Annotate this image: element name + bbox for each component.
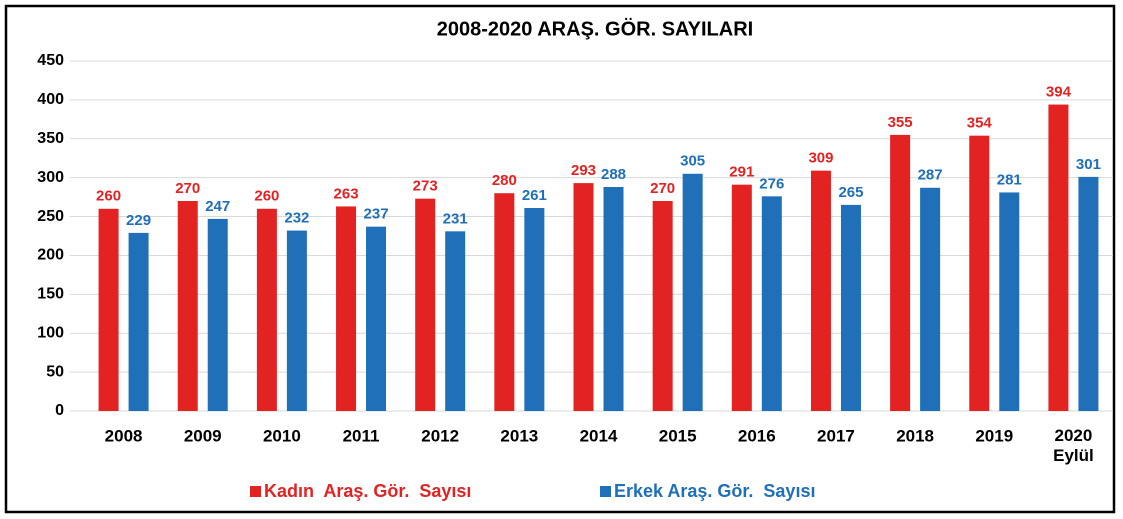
x-tick-label: 2015: [659, 426, 697, 445]
data-label: 261: [522, 187, 547, 204]
data-label: 270: [175, 180, 200, 197]
legend-swatch: [250, 486, 261, 497]
bar: [524, 208, 545, 411]
data-label: 288: [601, 166, 626, 183]
y-tick-label: 450: [37, 52, 64, 69]
data-label: 260: [254, 188, 279, 205]
x-tick-label: 2016: [738, 426, 776, 445]
data-label: 229: [126, 212, 151, 229]
data-label: 291: [729, 164, 754, 181]
y-tick-label: 50: [46, 363, 64, 380]
y-tick-label: 150: [37, 286, 64, 303]
y-tick-label: 100: [37, 324, 64, 341]
data-label: 260: [96, 188, 121, 205]
data-label: 231: [443, 210, 468, 227]
bar: [177, 201, 198, 411]
bar: [890, 134, 911, 411]
bar: [1048, 104, 1069, 412]
y-tick-label: 250: [37, 208, 64, 225]
bar: [603, 187, 624, 411]
bar: [366, 226, 387, 411]
x-tick-label: 2018: [896, 426, 934, 445]
bar: [494, 193, 515, 411]
x-tick-label: 2020 Eylül: [1053, 426, 1094, 465]
data-label: 281: [997, 171, 1022, 188]
x-tick-label: 2014: [580, 426, 618, 445]
data-label: 280: [492, 172, 517, 189]
bar: [1078, 176, 1099, 411]
x-tick-label: 2008: [105, 426, 143, 445]
bar: [286, 230, 307, 411]
bar: [128, 232, 149, 411]
legend-label: Kadın Araş. Gör. Sayısı: [264, 481, 471, 501]
bar: [810, 170, 831, 411]
x-tick-label: 2010: [263, 426, 301, 445]
data-label: 394: [1046, 84, 1072, 101]
bar: [840, 204, 861, 411]
bar: [652, 201, 673, 411]
data-label: 355: [888, 114, 913, 131]
y-tick-label: 0: [55, 402, 64, 419]
bar: [98, 208, 119, 411]
bar: [761, 196, 782, 411]
bar: [999, 192, 1020, 411]
data-label: 301: [1076, 156, 1101, 173]
chart-border: [4, 4, 1116, 514]
bar: [415, 198, 436, 411]
x-tick-label: 2009: [184, 426, 222, 445]
data-label: 305: [680, 153, 705, 170]
y-tick-label: 350: [37, 130, 64, 147]
data-label: 273: [413, 178, 438, 195]
data-label: 287: [918, 167, 943, 184]
bar: [573, 183, 594, 411]
legend-swatch: [600, 486, 611, 497]
data-label: 270: [650, 180, 675, 197]
bar: [731, 184, 752, 411]
x-tick-label: 2019: [975, 426, 1013, 445]
data-label: 293: [571, 162, 596, 179]
bar: [207, 218, 228, 411]
bar: [336, 206, 357, 411]
data-label: 247: [205, 198, 230, 215]
data-label: 309: [808, 150, 833, 167]
x-tick-label: 2017: [817, 426, 855, 445]
data-label: 237: [364, 206, 389, 223]
y-tick-label: 300: [37, 169, 64, 186]
bar: [682, 173, 703, 411]
data-label: 276: [759, 175, 784, 192]
bar: [256, 208, 277, 411]
x-tick-label: 2011: [343, 426, 380, 445]
y-tick-label: 200: [37, 247, 64, 264]
x-tick-label: 2013: [500, 426, 538, 445]
bar: [920, 187, 941, 411]
legend-label: Erkek Araş. Gör. Sayısı: [614, 481, 815, 501]
y-tick-label: 400: [37, 91, 64, 108]
data-label: 265: [838, 184, 863, 201]
bar: [445, 231, 466, 411]
data-label: 263: [334, 185, 359, 202]
x-tick-label: 2012: [421, 426, 459, 445]
data-label: 354: [967, 115, 993, 132]
chart-title: 2008-2020 ARAŞ. GÖR. SAYILARI: [437, 17, 753, 40]
bar: [969, 135, 990, 411]
data-label: 232: [284, 210, 309, 227]
